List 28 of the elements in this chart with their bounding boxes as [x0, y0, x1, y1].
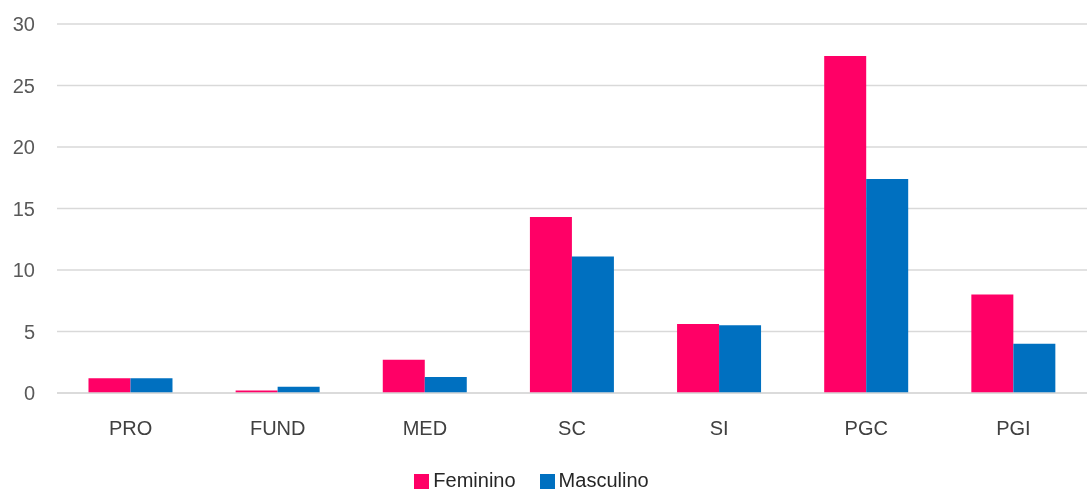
bar [88, 378, 131, 393]
bar [529, 217, 572, 393]
legend-label: Masculino [558, 469, 649, 491]
x-tick-label: SC [558, 417, 586, 440]
bar [866, 178, 909, 393]
y-tick-label: 5 [23, 320, 35, 343]
bar [824, 55, 867, 393]
bar [130, 378, 173, 393]
x-tick-label: PGI [996, 417, 1031, 440]
x-tick-label: PRO [108, 417, 153, 440]
bar [971, 294, 1014, 393]
y-tick-label: 10 [12, 259, 35, 282]
y-tick-label: 0 [23, 382, 35, 405]
bar [677, 324, 720, 393]
legend-label: Feminino [433, 469, 516, 491]
x-tick-label: PGC [844, 417, 888, 440]
x-tick-label: MED [402, 417, 448, 440]
bar [424, 377, 467, 393]
bar [1013, 343, 1056, 393]
x-tick-label: SI [709, 417, 729, 440]
x-tick-label: FUND [249, 417, 306, 440]
y-tick-label: 20 [12, 136, 35, 159]
y-tick-label: 15 [12, 197, 35, 220]
y-tick-label: 30 [12, 13, 35, 36]
bar [719, 325, 762, 393]
bar [571, 256, 614, 393]
y-tick-label: 25 [12, 74, 35, 97]
bar [382, 359, 425, 393]
